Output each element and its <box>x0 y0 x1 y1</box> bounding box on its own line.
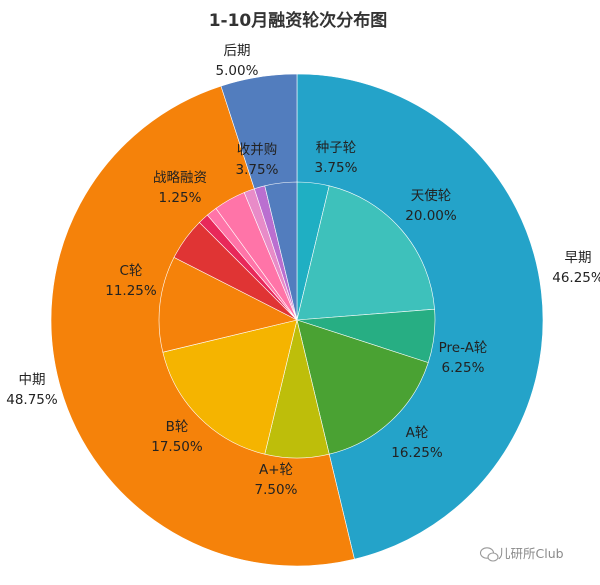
inner-percent-13: 3.75% <box>236 162 279 178</box>
inner-percent-1: 20.00% <box>405 208 457 224</box>
inner-label-2: Pre-A轮 <box>439 340 488 356</box>
chart-title: 1-10月融资轮次分布图 <box>209 10 388 31</box>
wechat-icon <box>479 547 499 562</box>
watermark-text: 儿研所Club <box>498 546 564 561</box>
inner-percent-2: 6.25% <box>442 360 485 376</box>
inner-pie <box>158 181 436 459</box>
inner-slice-13 <box>264 181 298 321</box>
inner-label-0: 种子轮 <box>316 140 357 156</box>
inner-percent-6: 11.25% <box>105 283 157 299</box>
inner-percent-5: 17.50% <box>151 439 203 455</box>
watermark: 儿研所Club <box>479 546 564 562</box>
outer-label-1: 中期 <box>19 372 46 388</box>
slice-labels: 早期 46.25% 中期 48.75% 后期 5.00% 种子轮 3.75% 天使轮 20.00%… <box>6 43 600 498</box>
inner-label-4: A+轮 <box>259 462 293 478</box>
inner-label-13: 收并购 <box>237 142 278 158</box>
outer-percent-2: 5.00% <box>216 63 259 79</box>
outer-label-2: 后期 <box>224 43 251 59</box>
inner-slice-6 <box>158 256 298 353</box>
inner-percent-4: 7.50% <box>255 482 298 498</box>
inner-label-6: C轮 <box>120 263 143 279</box>
outer-label-0: 早期 <box>565 250 592 266</box>
inner-slice-1 <box>296 185 435 321</box>
inner-percent-9: 1.25% <box>159 190 202 206</box>
inner-percent-3: 16.25% <box>391 445 443 461</box>
inner-slice-5 <box>162 319 298 455</box>
inner-percent-0: 3.75% <box>315 160 358 176</box>
inner-label-1: 天使轮 <box>411 187 452 204</box>
inner-label-3: A轮 <box>406 425 429 441</box>
outer-percent-0: 46.25% <box>552 270 600 286</box>
inner-label-9: 战略融资 <box>153 170 207 186</box>
inner-slice-3 <box>296 319 429 455</box>
outer-percent-1: 48.75% <box>6 392 58 408</box>
inner-label-5: B轮 <box>166 419 189 435</box>
